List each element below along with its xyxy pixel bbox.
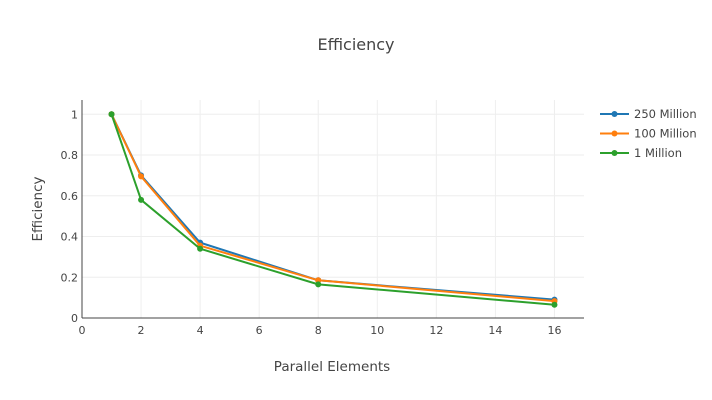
- x-tick-label: 10: [370, 324, 384, 337]
- legend: 250 Million 100 Million 1 Million: [600, 107, 697, 160]
- legend-swatch-marker: [611, 130, 618, 137]
- y-tick-label: 0: [71, 312, 78, 325]
- data-point: [197, 245, 204, 252]
- x-tick-label: 16: [547, 324, 561, 337]
- legend-label: 250 Million: [634, 107, 697, 121]
- chart-title: Efficiency: [317, 35, 394, 54]
- y-axis-title: Efficiency: [30, 176, 46, 241]
- data-point: [108, 111, 115, 118]
- legend-item-100-million: 100 Million: [600, 127, 697, 141]
- data-point: [138, 196, 145, 203]
- x-tick-label: 6: [256, 324, 263, 337]
- series-1-million: [108, 111, 558, 308]
- y-tick-label: 1: [71, 108, 78, 121]
- series-250-million: [108, 111, 558, 303]
- legend-swatch-marker: [611, 111, 618, 117]
- y-tick-label: 0.8: [61, 149, 79, 162]
- axes: 0 2 4 6 8 10 12 14 16 0 0.2 0.4 0.6 0.8 1: [61, 100, 584, 337]
- legend-item-1-million: 1 Million: [600, 146, 682, 160]
- data-point: [551, 301, 558, 308]
- x-tick-label: 12: [429, 324, 443, 337]
- series-line: [110, 113, 555, 306]
- data-point: [138, 173, 145, 180]
- legend-item-250-million: 250 Million: [600, 107, 697, 121]
- legend-swatch-marker: [611, 150, 618, 156]
- x-tick-label: 8: [315, 324, 322, 337]
- data-point: [315, 281, 322, 288]
- grid: [82, 100, 584, 318]
- y-tick-label: 0.6: [61, 190, 79, 203]
- x-axis-title: Parallel Elements: [274, 359, 390, 375]
- legend-label: 1 Million: [634, 146, 682, 160]
- series-line: [110, 113, 555, 301]
- series-line: [110, 113, 555, 303]
- x-tick-label: 14: [488, 324, 502, 337]
- x-tick-label: 2: [138, 324, 145, 337]
- series-group: [108, 111, 558, 308]
- legend-label: 100 Million: [634, 127, 697, 141]
- x-tick-label: 4: [197, 324, 204, 337]
- x-tick-label: 0: [79, 324, 86, 337]
- series-100-million: [108, 111, 558, 305]
- y-tick-label: 0.2: [61, 271, 79, 284]
- y-tick-label: 0.4: [61, 231, 79, 244]
